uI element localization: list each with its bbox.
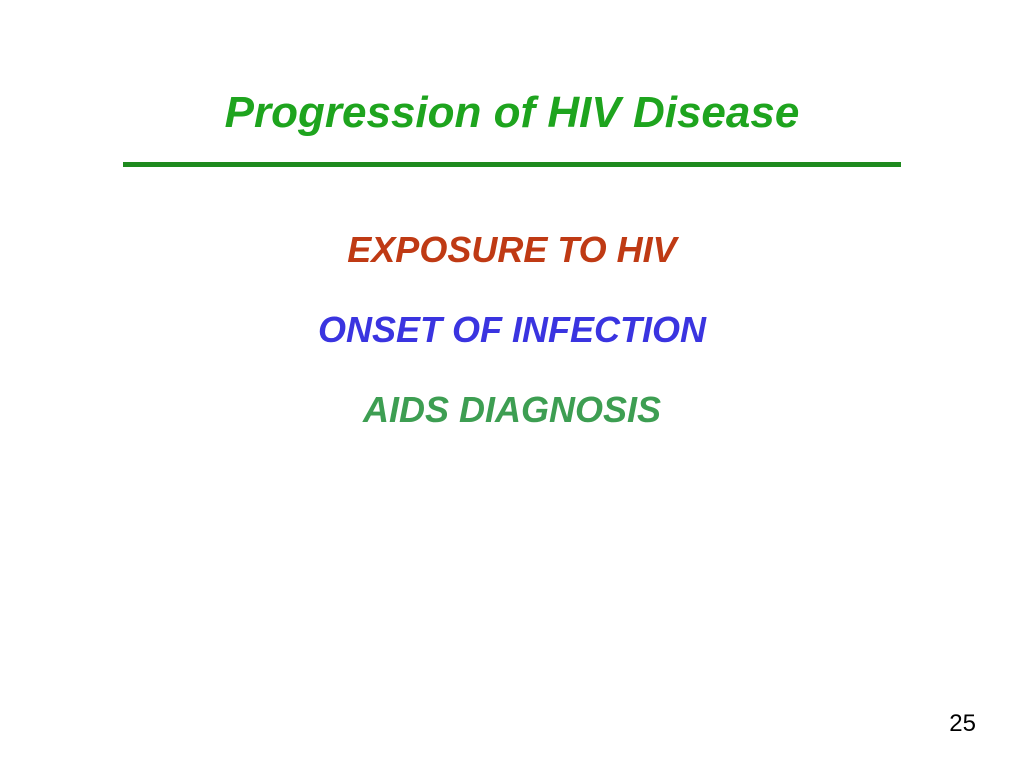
slide-title: Progression of HIV Disease — [0, 0, 1024, 138]
content-line-onset: ONSET OF INFECTION — [0, 309, 1024, 351]
content-line-exposure: EXPOSURE TO HIV — [0, 229, 1024, 271]
page-number: 25 — [949, 710, 976, 738]
title-underline — [123, 162, 901, 167]
content-line-diagnosis: AIDS DIAGNOSIS — [0, 389, 1024, 431]
content-area: EXPOSURE TO HIV ONSET OF INFECTION AIDS … — [0, 229, 1024, 431]
slide: Progression of HIV Disease EXPOSURE TO H… — [0, 0, 1024, 768]
